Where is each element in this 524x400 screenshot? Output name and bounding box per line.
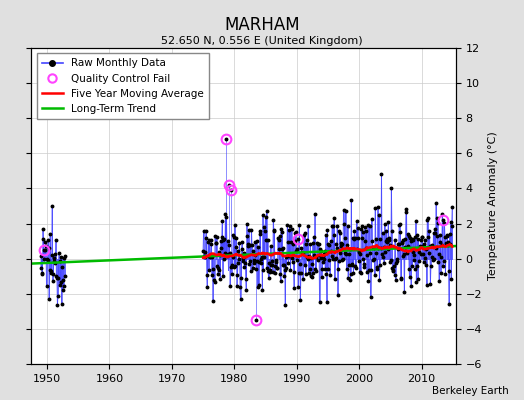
Text: Berkeley Earth: Berkeley Earth	[432, 386, 508, 396]
Y-axis label: Temperature Anomaly (°C): Temperature Anomaly (°C)	[488, 132, 498, 280]
Text: 52.650 N, 0.556 E (United Kingdom): 52.650 N, 0.556 E (United Kingdom)	[161, 36, 363, 46]
Legend: Raw Monthly Data, Quality Control Fail, Five Year Moving Average, Long-Term Tren: Raw Monthly Data, Quality Control Fail, …	[37, 53, 209, 119]
Text: MARHAM: MARHAM	[224, 16, 300, 34]
